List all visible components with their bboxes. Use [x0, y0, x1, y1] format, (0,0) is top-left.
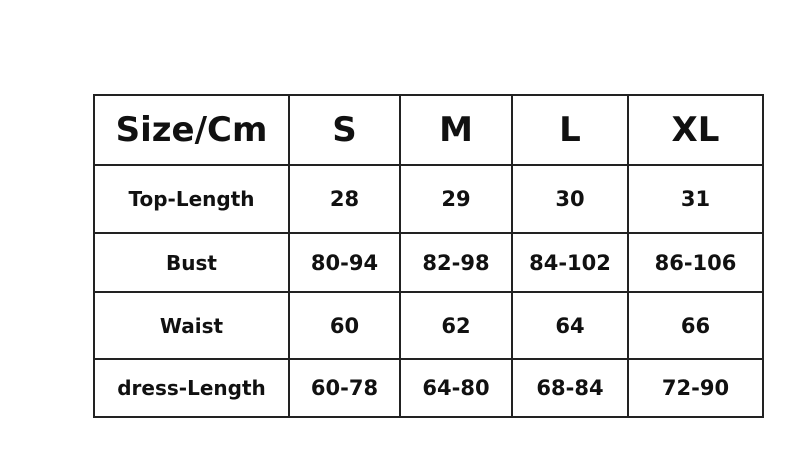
table-cell: 68-84: [511, 358, 629, 418]
table-cell: 66: [627, 291, 764, 360]
table-cell: 28: [288, 164, 401, 234]
table-row: Bust 80-94 82-98 84-102 86-106: [93, 232, 764, 293]
table-row: Waist 60 62 64 66: [93, 291, 764, 360]
table-cell: 60-78: [288, 358, 401, 418]
header-cell: XL: [627, 94, 764, 166]
table-cell: 64: [511, 291, 629, 360]
size-chart-table: Size/Cm S M L XL Top-Length 28 29 30 31 …: [93, 94, 764, 418]
table-cell: 84-102: [511, 232, 629, 293]
table-cell: 82-98: [399, 232, 513, 293]
table-cell: 30: [511, 164, 629, 234]
table-cell: 80-94: [288, 232, 401, 293]
table-cell: 62: [399, 291, 513, 360]
table-cell: 31: [627, 164, 764, 234]
table-row: Top-Length 28 29 30 31: [93, 164, 764, 234]
table-cell: 29: [399, 164, 513, 234]
row-label: dress-Length: [93, 358, 290, 418]
header-cell: Size/Cm: [93, 94, 290, 166]
header-cell: S: [288, 94, 401, 166]
table-cell: 86-106: [627, 232, 764, 293]
header-cell: L: [511, 94, 629, 166]
row-label: Waist: [93, 291, 290, 360]
header-cell: M: [399, 94, 513, 166]
table-cell: 60: [288, 291, 401, 360]
table-cell: 64-80: [399, 358, 513, 418]
table-cell: 72-90: [627, 358, 764, 418]
table-row: dress-Length 60-78 64-80 68-84 72-90: [93, 358, 764, 418]
table-header-row: Size/Cm S M L XL: [93, 94, 764, 166]
row-label: Top-Length: [93, 164, 290, 234]
row-label: Bust: [93, 232, 290, 293]
